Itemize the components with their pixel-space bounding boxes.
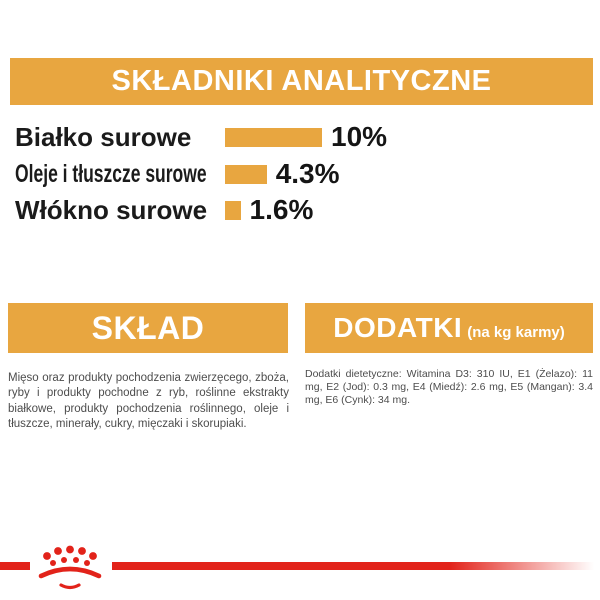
- footer-red-rule-left: [0, 562, 30, 570]
- royal-canin-crown-icon: [38, 545, 102, 590]
- chart-row-fibre: Włókno surowe 1.6%: [15, 194, 600, 226]
- analytics-title: SKŁADNIKI ANALITYCZNE: [111, 65, 492, 97]
- chart-label-fibre: Włókno surowe: [15, 194, 208, 225]
- composition-header-bar: SKŁAD: [8, 303, 288, 353]
- chart-bar-fibre: [225, 200, 241, 220]
- chart-bar-fats: [225, 164, 267, 184]
- chart-value-fats: 4.3%: [275, 158, 340, 189]
- chart-value-protein: 10%: [331, 121, 388, 152]
- analytics-header-bar: SKŁADNIKI ANALITYCZNE: [10, 58, 593, 105]
- chart-label-protein: Białko surowe: [15, 121, 192, 152]
- chart-value-fibre: 1.6%: [249, 194, 314, 225]
- footer-red-rule-right: [112, 562, 594, 570]
- composition-title: SKŁAD: [91, 309, 205, 346]
- chart-label-fats: Oleje i tłuszcze surowe: [15, 159, 207, 188]
- additives-body-text: Dodatki dietetyczne: Witamina D3: 310 IU…: [305, 367, 593, 406]
- composition-body-text: Mięso oraz produkty pochodzenia zwierzęc…: [8, 371, 289, 431]
- chart-row-protein: Białko surowe 10%: [15, 121, 600, 153]
- additives-title-suffix: (na kg karmy): [467, 323, 565, 341]
- chart-bar-protein: [225, 127, 322, 147]
- chart-row-fats: Oleje i tłuszcze surowe 4.3%: [15, 158, 600, 190]
- additives-header-bar: DODATKI (na kg karmy): [305, 303, 593, 353]
- additives-title: DODATKI: [333, 312, 463, 343]
